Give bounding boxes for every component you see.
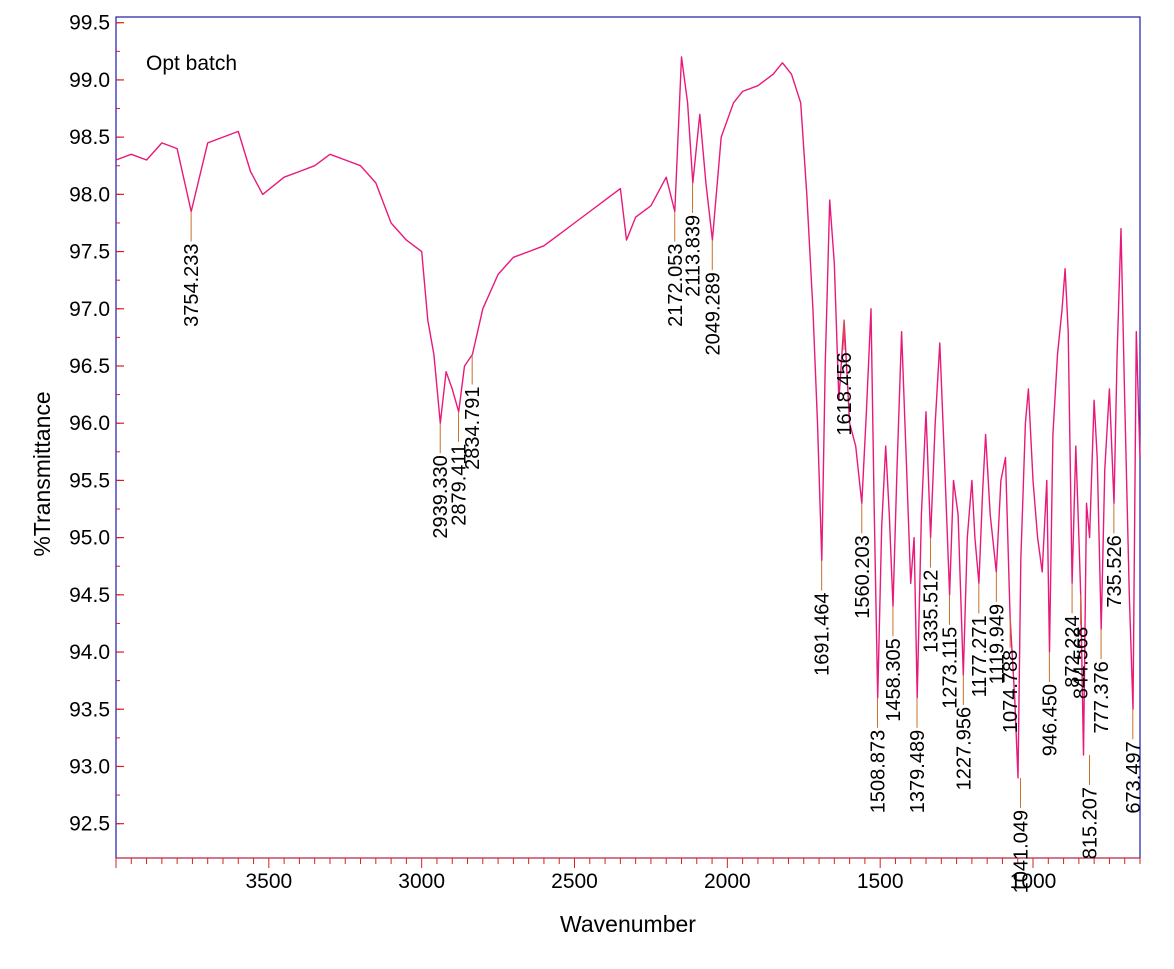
peak-label: 1177.271 [969,615,991,697]
y-tick-label: 93.5 [69,698,110,721]
x-tick-label: 1000 [1010,870,1057,893]
y-tick-label: 93.0 [69,755,110,778]
series-line-opt-batch [115,56,1141,779]
peak-label: 2049.289 [702,272,724,355]
peak-label: 1227.956 [953,707,975,790]
x-axis-title: Wavenumber [560,911,696,937]
y-tick-label: 97.5 [69,241,110,264]
x-tick-label: 2000 [704,870,751,893]
legend-series-name: Opt batch [146,52,237,75]
peak-label: 1379.489 [907,730,929,813]
peak-label: 1041.049 [1011,810,1033,893]
y-axis-title: %Transmittance [29,391,55,556]
peak-label: 815.207 [1080,787,1102,859]
peak-label: 1560.203 [852,535,874,618]
x-tick-label: 3000 [398,870,445,893]
y-tick-label: 96.5 [69,355,110,378]
peak-label: 1119.949 [986,604,1008,684]
peak-label: 2939.330 [430,455,452,538]
x-tick-label: 3500 [245,870,292,893]
series [115,56,1141,779]
peak-label: 3754.233 [181,244,203,327]
y-tick-label: 98.0 [69,183,110,206]
peak-label: 2172.053 [665,244,687,327]
y-tick-label: 95.0 [69,527,110,550]
y-tick-label: 92.5 [69,813,110,836]
peak-label: 1335.512 [921,570,943,653]
peak-label: 1458.305 [883,638,905,721]
peak-label: 2113.839 [683,215,705,297]
ticks: 92.5 93.0 93.5 94.0 94.5 95.0 95.5 96.0 96.5 97.0… [69,12,1141,893]
peak-label: 1273.115 [940,627,962,709]
y-tick-label: 97.0 [69,298,110,321]
y-tick-label: 94.0 [69,641,110,664]
peak-label: 777.376 [1091,661,1113,733]
peak-label: 946.450 [1039,684,1061,756]
peak-label: 735.526 [1104,535,1126,607]
x-tick-label: 2500 [551,870,598,893]
peak-label: 1508.873 [868,730,890,813]
peak-label: 1074.788 [1000,650,1022,733]
y-tick-label: 96.0 [69,412,110,435]
y-tick-label: 99.0 [69,69,110,92]
peak-label: 844.568 [1071,627,1093,699]
y-tick-label: 94.5 [69,584,110,607]
peak-label: 2834.791 [462,387,484,470]
peak-label: 673.497 [1123,741,1145,813]
x-tick-label: 1500 [857,870,904,893]
y-tick-label: 98.5 [69,126,110,149]
peak-label: 2879.411 [449,444,471,526]
peak-label: 872.224 [1062,615,1084,687]
y-tick-label: 95.5 [69,469,110,492]
y-tick-label: 99.5 [69,12,110,35]
peak-label: 1691.464 [812,593,834,676]
peak-label: 1618.456 [834,352,856,435]
